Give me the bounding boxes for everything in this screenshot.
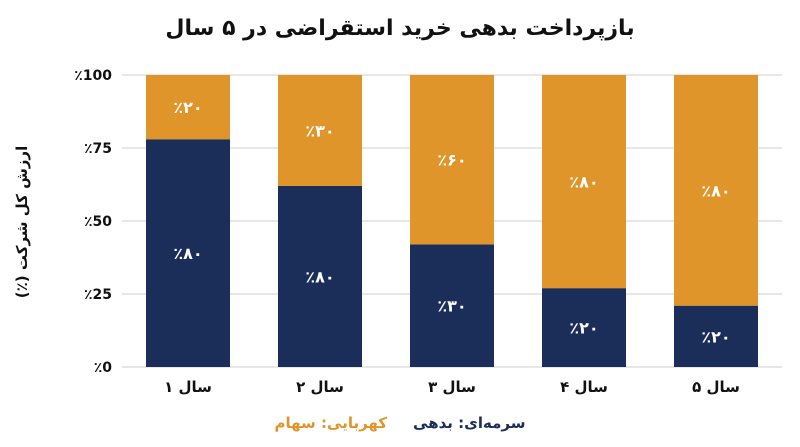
x-tick-label: سال ۳	[428, 378, 476, 396]
bar-equity	[542, 75, 626, 289]
data-label: ٪۲۰	[569, 319, 598, 338]
bar-debt	[542, 288, 626, 367]
y-tick-label: ٪50	[84, 214, 112, 230]
y-tick-label: ٪0	[94, 360, 113, 376]
stacked-bar-chart: ٪0 ٪25 ٪50 ٪75 ٪100 ٪۸۰ ٪۲۰ سال ۱ ٪۸۰ ٪۳۰ سال ۲ ٪۳۰…	[74, 68, 782, 396]
data-label: ٪۸۰	[305, 267, 334, 286]
bar-debt	[410, 244, 494, 367]
data-label: ٪۲۰	[701, 327, 730, 346]
y-tick-label: ٪75	[84, 141, 112, 157]
data-label: ٪۲۰	[173, 98, 202, 117]
bar-equity	[146, 75, 230, 140]
x-tick-label: سال ۲	[296, 378, 344, 396]
bar-debt	[278, 185, 362, 367]
bar-debt	[146, 139, 230, 367]
data-label: ٪۳۰	[305, 121, 334, 140]
y-tick-label: ٪100	[74, 68, 112, 84]
data-label: ٪۳۰	[437, 297, 466, 316]
x-tick-label: سال ۱	[164, 378, 212, 396]
legend-debt: سرمه‌ای: بدهی	[413, 414, 526, 432]
bar-equity	[674, 75, 758, 306]
x-tick-label: سال ۵	[692, 378, 740, 396]
data-label: ٪۸۰	[569, 173, 598, 192]
bar-equity	[278, 75, 362, 186]
legend: سرمه‌ای: بدهی کهربایی: سهام	[0, 414, 800, 432]
y-tick-label: ٪25	[84, 287, 112, 303]
data-label: ٪۸۰	[701, 181, 730, 200]
bar-debt	[674, 305, 758, 367]
chart-title: بازپرداخت بدهی خرید استقراضی در ۵ سال	[165, 16, 635, 41]
bar-equity	[410, 75, 494, 245]
legend-equity: کهربایی: سهام	[274, 414, 388, 432]
x-tick-label: سال ۴	[560, 378, 608, 396]
data-label: ٪۶۰	[437, 151, 466, 170]
data-label: ٪۸۰	[173, 244, 202, 263]
